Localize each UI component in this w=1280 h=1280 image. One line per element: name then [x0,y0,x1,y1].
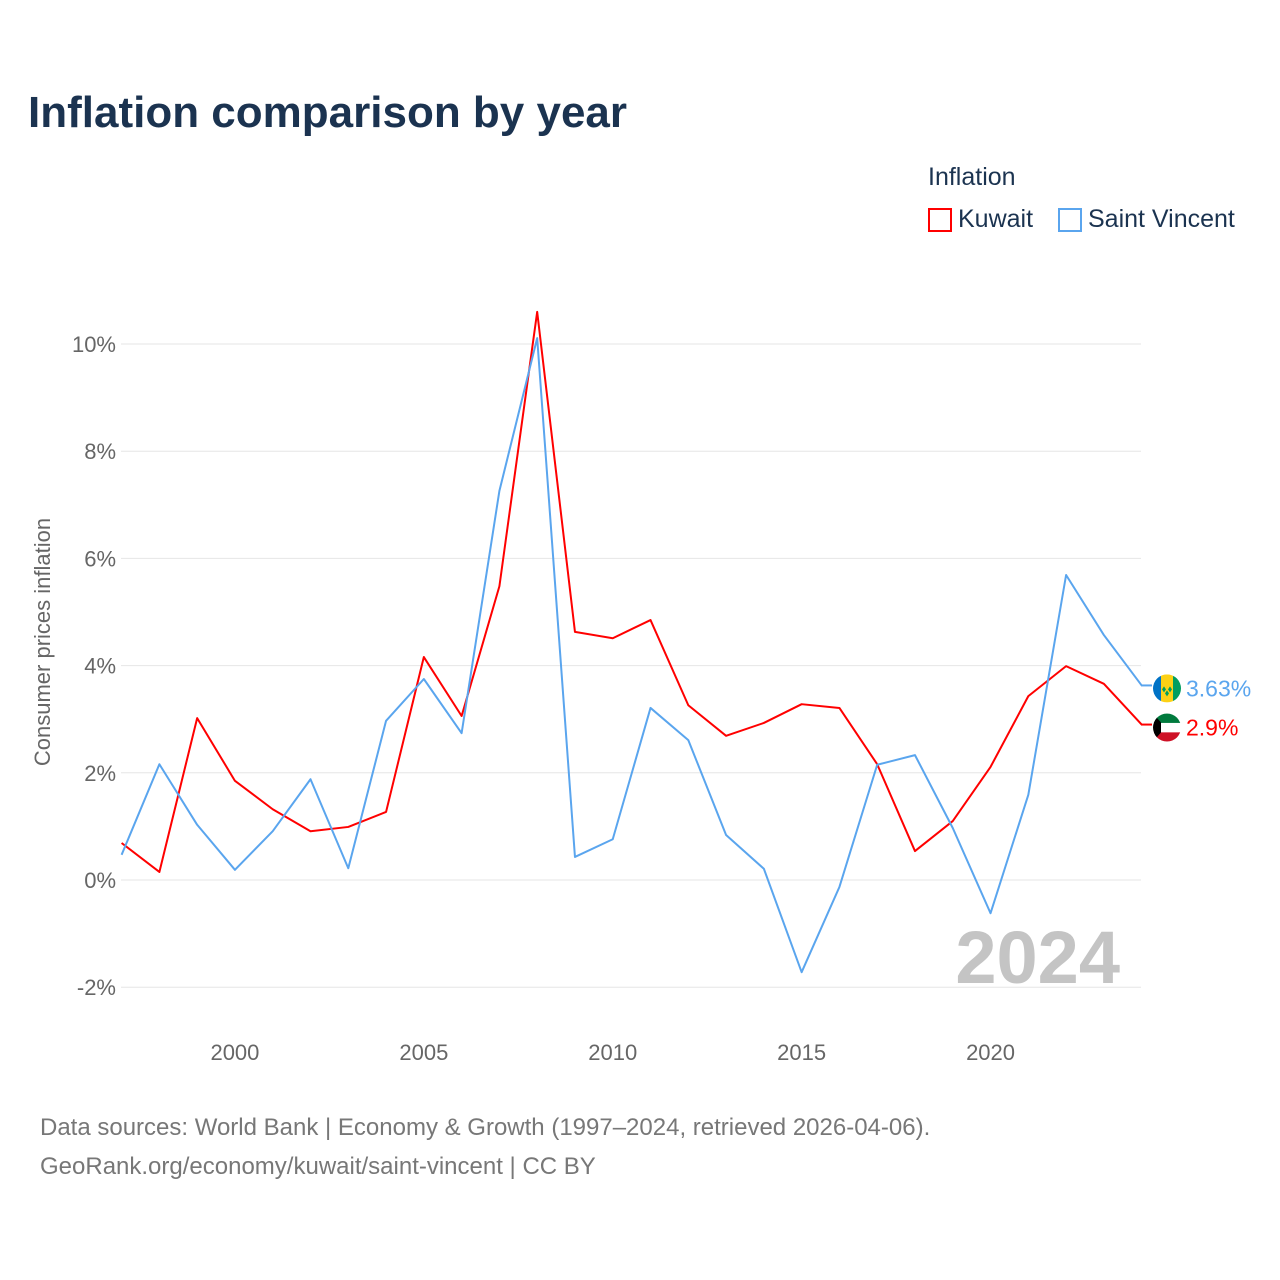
x-tick-label: 2020 [966,1040,1015,1065]
source-line-1: Data sources: World Bank | Economy & Gro… [40,1114,931,1141]
y-tick-label: 4% [84,654,116,679]
flag-stripe [1153,722,1181,733]
legend-title: Inflation [928,163,1016,191]
y-tick-label: 0% [84,868,116,893]
flag-stripe [1153,674,1161,703]
saint-vincent-flag-icon [1153,674,1181,703]
legend-label: Saint Vincent [1088,205,1235,233]
legend-swatch-kuwait [928,207,952,232]
y-tick-label: 6% [84,546,116,571]
y-tick-label: 2% [84,761,116,786]
legend-swatch-saint-vincent [1058,207,1082,232]
year-watermark: 2024 [955,916,1120,999]
x-tick-label: 2000 [210,1040,259,1065]
x-tick-label: 2005 [399,1040,448,1065]
series-line-saint-vincent [120,337,1143,974]
source-note: Data sources: World Bank | Economy & Gro… [40,1108,930,1186]
x-tick-label: 2015 [777,1040,826,1065]
flag-stripe [1173,674,1181,703]
chart-title: Inflation comparison by year [28,88,628,137]
flag-stripe [1153,713,1181,723]
legend-item-saint-vincent[interactable]: Saint Vincent [1058,205,1235,234]
series-line-kuwait [120,310,1143,873]
flag-stripe [1161,674,1173,703]
y-tick-label: -2% [77,975,116,1000]
kuwait-flag-icon [1153,713,1181,742]
y-tick-label: 10% [72,332,116,357]
flag-trapezoid [1153,713,1161,742]
end-value-label: 2.9% [1186,715,1238,741]
y-axis-label: Consumer prices inflation [30,518,55,766]
x-tick-label: 2010 [588,1040,637,1065]
flag-stripe [1153,732,1181,742]
y-tick-label: 8% [84,439,116,464]
legend-item-kuwait[interactable]: Kuwait [928,205,1033,234]
source-line-2[interactable]: GeoRank.org/economy/kuwait/saint-vincent… [40,1153,596,1180]
flag-diamonds [1162,686,1172,697]
end-value-label: 3.63% [1186,675,1251,701]
legend-label: Kuwait [958,205,1034,233]
